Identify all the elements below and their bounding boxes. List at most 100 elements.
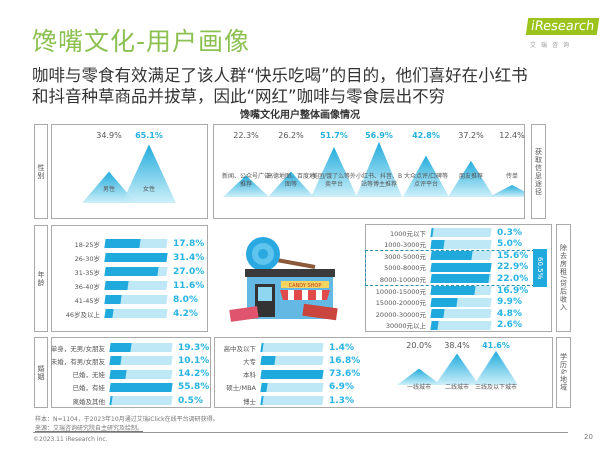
bar-label: 10000-15000元 bbox=[375, 287, 426, 296]
bar-row: 36-40岁 11.6% bbox=[52, 280, 205, 291]
bar-row: 博士 1.3% bbox=[211, 395, 354, 406]
bar-row: 已婚，无娃 14.2% bbox=[50, 369, 210, 380]
page-title: 馋嘴文化-用户画像 bbox=[32, 27, 251, 56]
bar-value: 22.0% bbox=[497, 273, 529, 284]
peak-value: 34.9% bbox=[96, 131, 122, 140]
bar-label: 已婚，无娃 bbox=[72, 371, 106, 380]
bar-value: 5.0% bbox=[497, 239, 522, 250]
bar-track bbox=[109, 356, 173, 366]
info-mountain-chart bbox=[223, 141, 524, 197]
peak-label: 二线城市 bbox=[444, 384, 469, 391]
mountain-peak bbox=[403, 155, 449, 197]
bar-row: 10000-15000元 16.9% bbox=[366, 285, 528, 296]
peak-value: 26.2% bbox=[278, 131, 304, 140]
bar-value: 16.9% bbox=[497, 285, 529, 296]
bar-row: 大专 16.8% bbox=[211, 355, 360, 366]
bar-fill bbox=[430, 228, 434, 237]
bar-fill bbox=[260, 356, 276, 366]
age-label: 年龄 bbox=[34, 225, 48, 332]
bar-row: 8000-10000元 22.0% bbox=[366, 273, 528, 284]
bar-label: 博士 bbox=[243, 397, 256, 406]
page-number: 20 bbox=[584, 433, 593, 441]
bar-value: 14.2% bbox=[178, 369, 210, 380]
bar-value: 15.6% bbox=[497, 250, 529, 261]
chart-title: 馋嘴文化用户整体画像情况 bbox=[240, 110, 360, 121]
bar-value: 10.1% bbox=[178, 355, 210, 366]
bar-value: 16.8% bbox=[329, 355, 361, 366]
store-sign: CANDY SHOP bbox=[289, 283, 322, 289]
bar-track bbox=[430, 309, 492, 319]
income-bracket-total: 60.5% bbox=[533, 249, 547, 287]
bar-row: 5000-8000元 22.9% bbox=[366, 262, 528, 273]
bar-row: 单身，无男/女朋友 19.3% bbox=[50, 342, 209, 353]
logo-subtext: 艾瑞咨询 bbox=[530, 42, 575, 49]
bar-track bbox=[430, 286, 492, 295]
bar-label: 8000-10000元 bbox=[379, 275, 426, 284]
mountain-peak bbox=[223, 175, 269, 197]
bar-track bbox=[260, 369, 324, 379]
peak-value: 42.8% bbox=[412, 131, 440, 140]
bar-fill bbox=[260, 396, 264, 406]
bar-row: 18-25岁 17.8% bbox=[52, 238, 205, 249]
bar-label: 高中及以下 bbox=[223, 344, 257, 353]
bar-label: 1000元以下 bbox=[389, 229, 426, 238]
sample-note: 样本：N=1104，于2023年10月通过艾瑞iClick在线平台调研获得。 bbox=[35, 416, 219, 423]
bar-value: 55.8% bbox=[178, 382, 210, 393]
bar-fill bbox=[104, 239, 141, 248]
peak-label: 男性 bbox=[102, 186, 115, 193]
mountain-peak bbox=[435, 353, 479, 385]
gender-mountain-chart bbox=[82, 144, 176, 203]
bar-fill bbox=[104, 281, 129, 290]
bar-label: 5000-8000元 bbox=[384, 264, 426, 273]
mountain-peak bbox=[268, 171, 314, 197]
peak-value: 38.4% bbox=[444, 341, 470, 350]
mountain-peak bbox=[82, 171, 136, 203]
bar-label: 15000-20000元 bbox=[375, 299, 426, 308]
bar-row: 26-30岁 31.4% bbox=[52, 252, 205, 263]
income-panel: 1000元以下 0.3% 1000-3000元 5.0% 3000-5000元 15.6%… bbox=[365, 224, 552, 332]
bar-value: 19.3% bbox=[178, 342, 210, 353]
bar-fill bbox=[260, 382, 268, 392]
bar-label: 31-35岁 bbox=[74, 268, 100, 277]
bar-label: 26-30岁 bbox=[74, 254, 100, 263]
bar-label: 本科 bbox=[243, 371, 256, 380]
bar-label: 20000-30000元 bbox=[375, 310, 426, 319]
bar-fill bbox=[260, 369, 324, 379]
education-city-panel: 高中及以下 1.4% 大专 16.8% 本科 73.6% 硕士/MBA 6.9% 博士 1.3% 2… bbox=[214, 337, 553, 408]
income-bracket bbox=[365, 250, 540, 286]
peak-label: 一线城市 bbox=[406, 384, 431, 391]
bar-label: 46岁及以上 bbox=[65, 310, 100, 319]
info-channel-label: 获取信息途径 bbox=[531, 124, 546, 219]
bar-value: 27.0% bbox=[173, 266, 205, 277]
marital-panel: 单身，无男/女朋友 19.3% 未婚，有男/女朋友 10.1% 已婚，无娃 14.2% 已婚… bbox=[51, 337, 211, 408]
bar-fill bbox=[109, 369, 127, 379]
peak-label: 高德地图、百度地图等 bbox=[267, 173, 316, 188]
bar-label: 未婚，有男/女朋友 bbox=[50, 357, 105, 366]
bar-track bbox=[109, 396, 173, 406]
bar-row: 15000-20000元 9.9% bbox=[366, 297, 522, 308]
peak-label: 传单 bbox=[505, 173, 518, 180]
bar-row: 46岁及以上 4.2% bbox=[52, 308, 198, 319]
marital-label: 婚姻 bbox=[34, 337, 48, 408]
bar-fill bbox=[104, 309, 114, 318]
mountain-peak bbox=[448, 160, 494, 197]
bar-fill bbox=[104, 253, 168, 262]
bar-track bbox=[104, 253, 168, 262]
bar-value: 8.0% bbox=[173, 294, 198, 305]
bar-row: 已婚，有娃 55.8% bbox=[50, 382, 210, 393]
mountain-peak bbox=[397, 368, 441, 385]
bar-label: 硕士/MBA bbox=[226, 384, 256, 393]
bar-track bbox=[104, 267, 168, 276]
bar-fill bbox=[109, 356, 122, 366]
bar-label: 已婚，有娃 bbox=[72, 384, 106, 393]
subtitle-line-2: 和抖音种草商品并拔草，因此“网红”咖啡与零食层出不穷 bbox=[32, 87, 446, 106]
bar-track bbox=[430, 228, 492, 237]
peak-value: 12.4% bbox=[499, 131, 525, 140]
bar-row: 1000元以下 0.3% bbox=[366, 227, 522, 238]
bar-value: 1.4% bbox=[329, 342, 354, 353]
peak-label: 三线及以下城市 bbox=[474, 384, 517, 391]
bar-fill bbox=[260, 343, 264, 352]
bar-track bbox=[109, 343, 173, 352]
bar-row: 高中及以下 1.4% bbox=[211, 342, 354, 353]
bar-value: 1.3% bbox=[329, 395, 354, 406]
